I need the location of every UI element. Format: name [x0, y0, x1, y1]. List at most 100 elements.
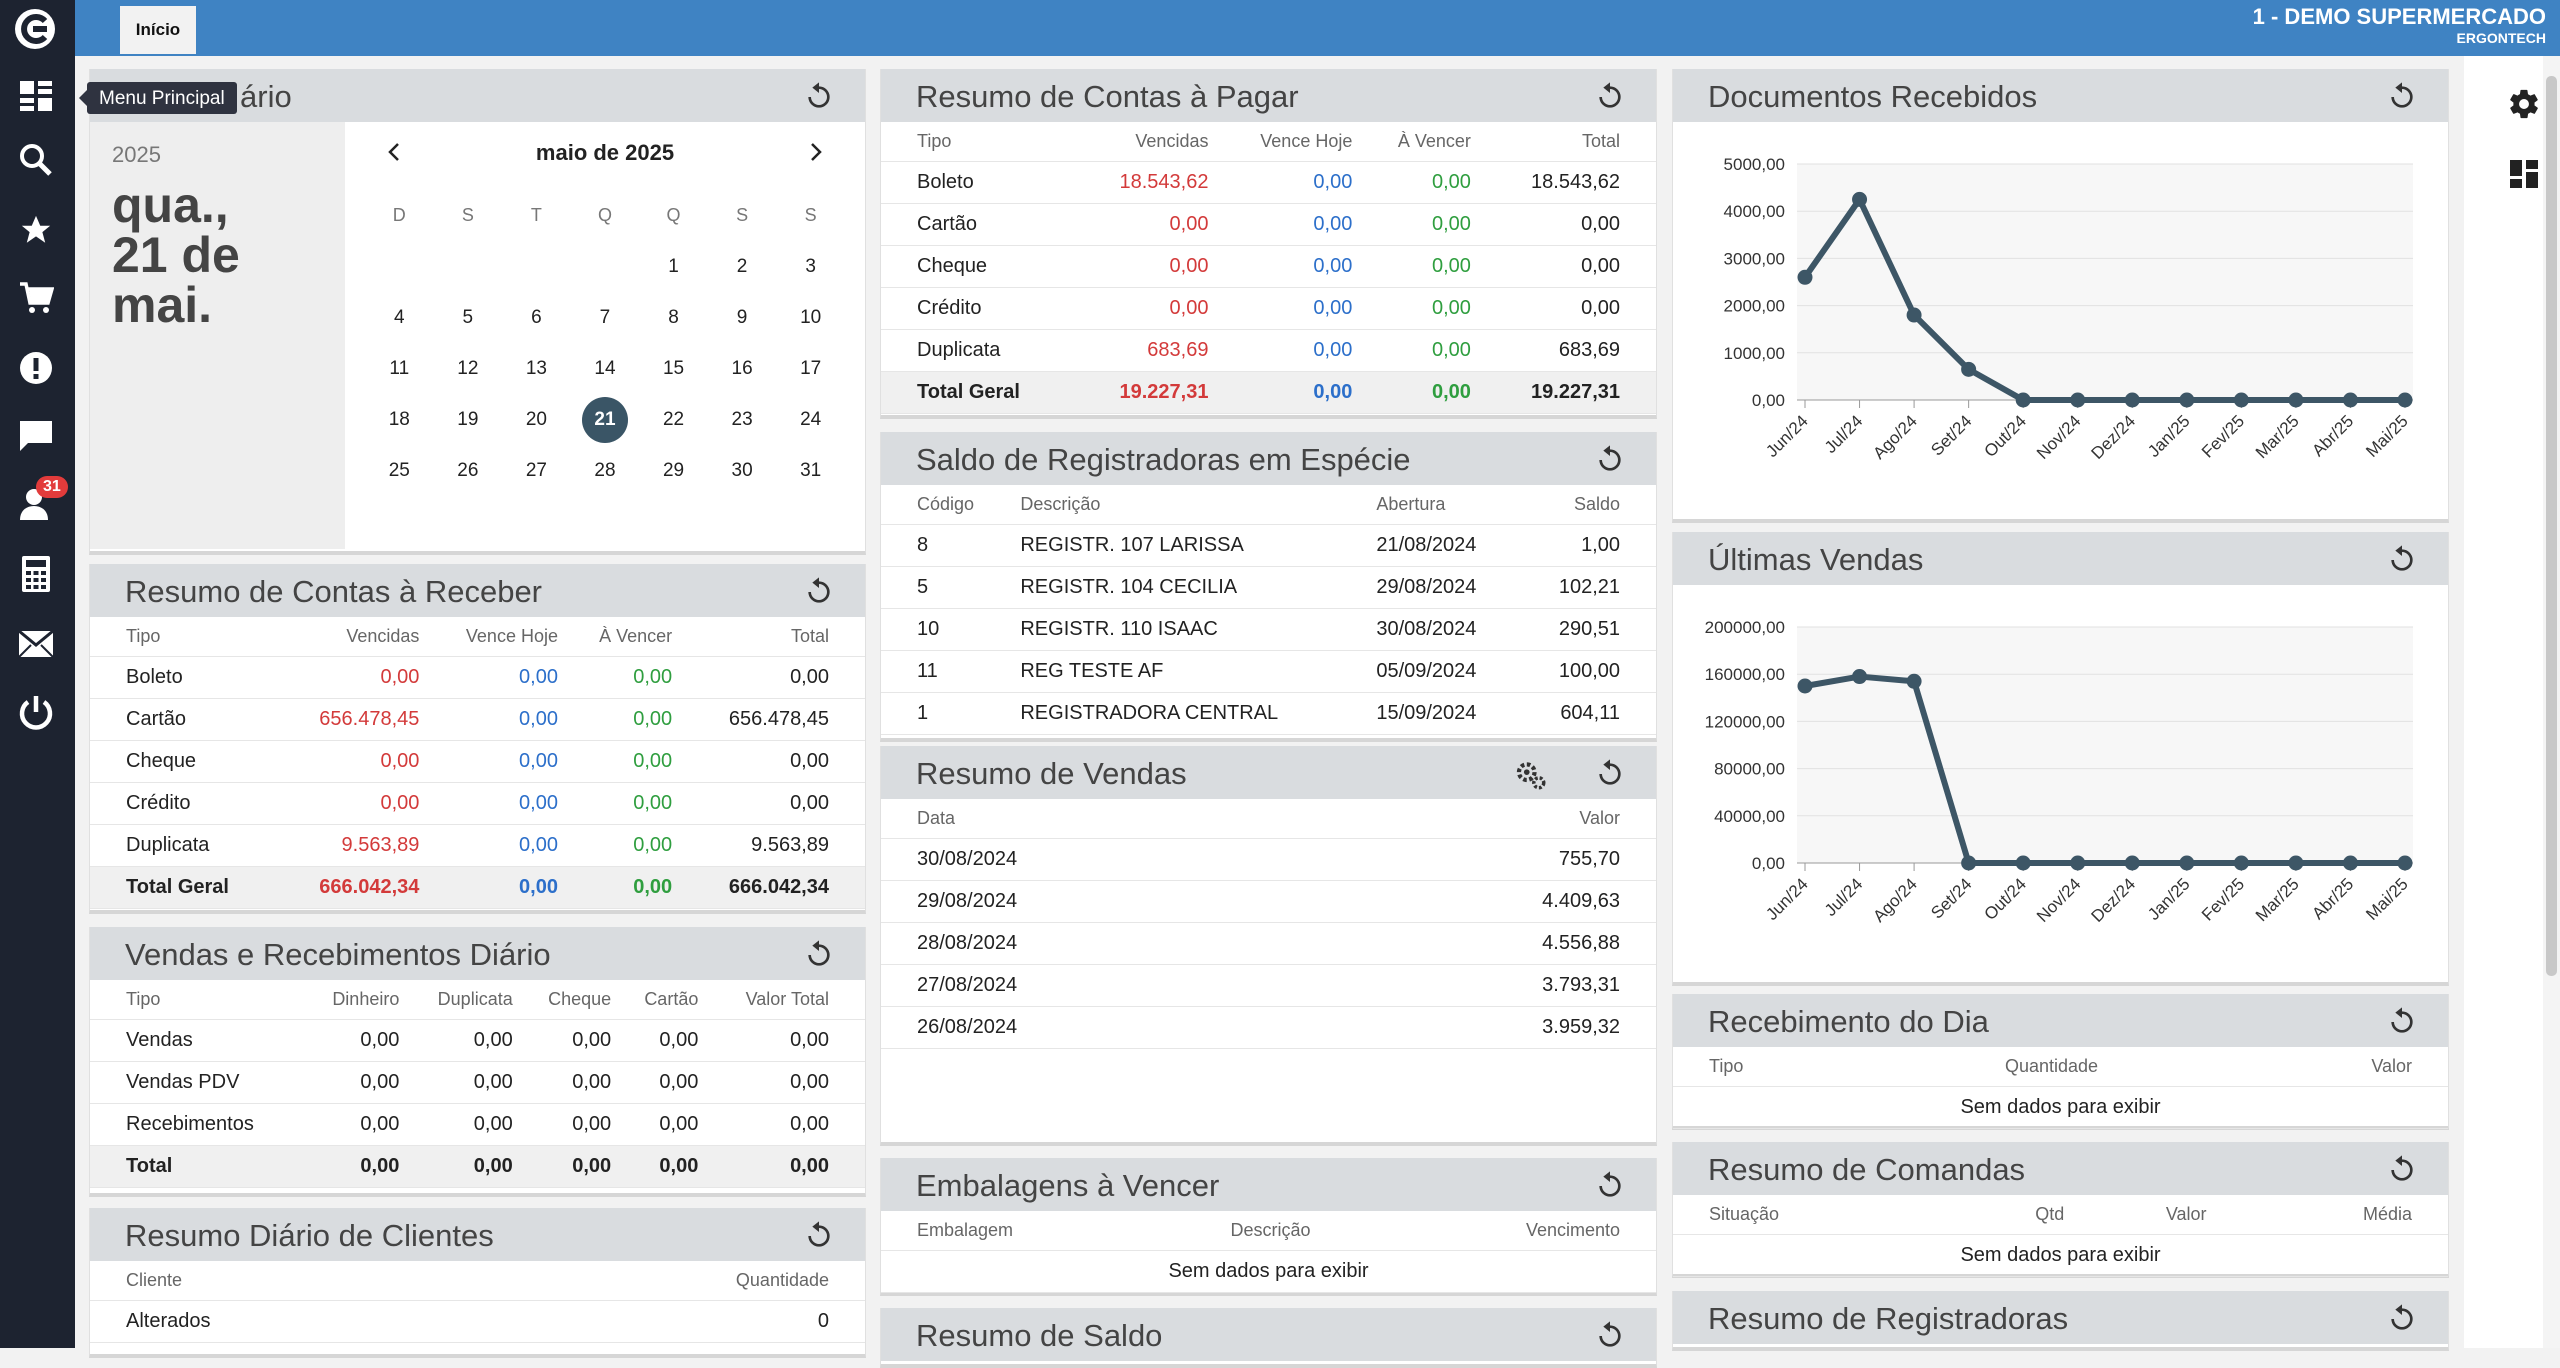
refresh-icon[interactable] [803, 1220, 835, 1252]
column-header[interactable]: Código [881, 485, 1013, 525]
calculator-icon[interactable] [14, 552, 58, 596]
column-header[interactable]: Abertura [1368, 485, 1520, 525]
data-point[interactable] [2070, 855, 2086, 871]
settings-gear-icon[interactable] [2504, 84, 2544, 124]
data-point[interactable] [2342, 855, 2358, 871]
column-header[interactable]: Saldo [1519, 485, 1656, 525]
calendar-day[interactable]: 24 [800, 408, 822, 430]
data-point[interactable] [1852, 191, 1868, 207]
refresh-icon[interactable] [803, 939, 835, 971]
refresh-icon[interactable] [2386, 1303, 2418, 1335]
column-header[interactable]: Valor Total [706, 980, 865, 1020]
refresh-icon[interactable] [2386, 1154, 2418, 1186]
calendar-day[interactable]: 22 [662, 408, 685, 430]
calendar-day[interactable]: 16 [731, 357, 753, 379]
column-header[interactable]: Descrição [1012, 485, 1369, 525]
calendar-day[interactable]: 17 [800, 357, 822, 379]
column-header[interactable]: Tipo [90, 980, 304, 1020]
calendar-day[interactable]: 13 [525, 357, 547, 379]
calendar-day[interactable]: 2 [736, 255, 748, 277]
calendar-day[interactable]: 11 [389, 357, 410, 379]
calendar-day[interactable]: 5 [462, 306, 474, 328]
data-point[interactable] [2397, 855, 2413, 871]
calendar-day[interactable]: 12 [457, 357, 479, 379]
refresh-icon[interactable] [1594, 1170, 1626, 1202]
data-point[interactable] [2342, 392, 2358, 408]
data-point[interactable] [2233, 855, 2249, 871]
column-header[interactable]: Quantidade [1896, 1047, 2207, 1087]
calendar-day[interactable]: 14 [594, 357, 616, 379]
calendar-day[interactable]: 8 [668, 306, 679, 328]
column-header[interactable]: Valor [1300, 799, 1656, 839]
calendar-day[interactable]: 4 [393, 306, 405, 328]
dashboard-layout-icon[interactable] [2504, 154, 2544, 194]
calendar-day[interactable]: 31 [800, 459, 822, 481]
refresh-icon[interactable] [2386, 1006, 2418, 1038]
clients-icon[interactable]: 31 [14, 476, 68, 526]
column-header[interactable]: Valor [2206, 1047, 2448, 1087]
data-point[interactable] [1906, 673, 1922, 689]
column-header[interactable]: Quantidade [464, 1261, 865, 1301]
calendar-day[interactable]: 9 [736, 306, 748, 328]
calendar-day[interactable]: 18 [388, 408, 410, 430]
refresh-icon[interactable] [1594, 81, 1626, 113]
refresh-icon[interactable] [2386, 81, 2418, 113]
data-point[interactable] [2397, 392, 2413, 408]
column-header[interactable]: Embalagem [881, 1211, 1172, 1251]
cart-icon[interactable] [14, 276, 58, 320]
menu-principal-icon[interactable] [14, 74, 58, 118]
calendar-day[interactable]: 23 [731, 408, 753, 430]
refresh-icon[interactable] [2386, 544, 2418, 576]
data-point[interactable] [2288, 855, 2304, 871]
column-header[interactable]: À Vencer [1360, 122, 1479, 162]
data-point[interactable] [2015, 855, 2031, 871]
refresh-icon[interactable] [1594, 1320, 1626, 1352]
calendar-day[interactable]: 29 [662, 459, 685, 481]
column-header[interactable]: Situação [1673, 1195, 1960, 1235]
tab-inicio[interactable]: Início [120, 6, 196, 54]
data-point[interactable] [2124, 855, 2140, 871]
column-header[interactable]: Valor [2072, 1195, 2215, 1235]
column-header[interactable]: Qtd [1959, 1195, 2073, 1235]
column-header[interactable]: Vencidas [278, 617, 428, 657]
refresh-icon[interactable] [803, 81, 835, 113]
settings-cogs-icon[interactable] [1514, 758, 1548, 792]
scrollbar-thumb[interactable] [2546, 76, 2557, 976]
data-point[interactable] [2288, 392, 2304, 408]
column-header[interactable]: Média [2214, 1195, 2448, 1235]
column-header[interactable]: Vencimento [1370, 1211, 1656, 1251]
column-header[interactable]: Cliente [90, 1261, 465, 1301]
calendar-day[interactable]: 19 [457, 408, 479, 430]
data-point[interactable] [1797, 269, 1813, 285]
column-header[interactable]: Dinheiro [303, 980, 408, 1020]
calendar-day[interactable]: 10 [800, 306, 822, 328]
column-header[interactable]: Descrição [1171, 1211, 1370, 1251]
calendar-day[interactable]: 1 [668, 255, 679, 277]
column-header[interactable]: Total [680, 617, 865, 657]
column-header[interactable]: Vence Hoje [1216, 122, 1361, 162]
data-point[interactable] [2233, 392, 2249, 408]
power-icon[interactable] [14, 690, 58, 734]
data-point[interactable] [2179, 392, 2195, 408]
refresh-icon[interactable] [803, 576, 835, 608]
column-header[interactable]: Vencidas [1076, 122, 1217, 162]
data-point[interactable] [2179, 855, 2195, 871]
calendar-day[interactable]: 30 [731, 459, 753, 481]
column-header[interactable]: Duplicata [407, 980, 521, 1020]
calendar-day[interactable]: 28 [594, 459, 616, 481]
calendar-day[interactable]: 6 [531, 306, 542, 328]
calendar-day[interactable]: 15 [662, 357, 685, 379]
calendar-day[interactable]: 3 [805, 255, 816, 277]
mail-icon[interactable] [14, 622, 58, 666]
refresh-icon[interactable] [1594, 444, 1626, 476]
chevron-right-icon[interactable] [803, 140, 827, 164]
data-point[interactable] [1906, 307, 1922, 323]
calendar-day[interactable]: 25 [388, 459, 410, 481]
data-point[interactable] [2124, 392, 2140, 408]
calendar-day[interactable]: 27 [525, 459, 547, 481]
calendar-day[interactable]: 21 [571, 396, 640, 443]
calendar-day[interactable]: 7 [599, 306, 611, 328]
column-header[interactable]: Tipo [90, 617, 279, 657]
search-icon[interactable] [14, 138, 58, 182]
column-header[interactable]: Tipo [881, 122, 1077, 162]
